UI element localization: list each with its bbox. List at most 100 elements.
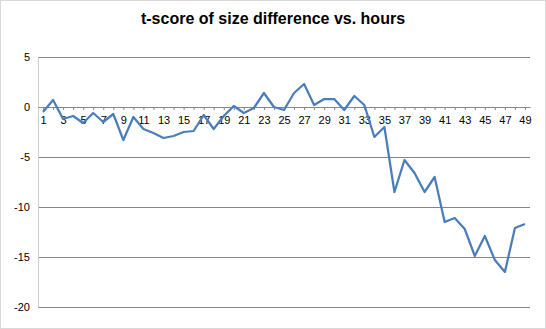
x-tick: 27: [298, 107, 310, 126]
x-tick: 13: [158, 107, 170, 126]
x-tick: 23: [258, 107, 270, 126]
x-tick-mark: [164, 107, 165, 110]
x-tick-mark: [465, 107, 466, 110]
x-tick-label: 49: [519, 114, 531, 126]
y-tick: -15: [14, 251, 38, 263]
x-tick-mark: [485, 107, 486, 110]
x-tick: [53, 107, 54, 110]
y-tick: -5: [20, 151, 38, 163]
x-tick: 47: [499, 107, 511, 126]
x-tick: [374, 107, 375, 110]
grid-line: [38, 57, 530, 58]
y-axis-line: [38, 58, 39, 308]
x-tick-label: 35: [379, 114, 391, 126]
x-tick-mark: [224, 107, 225, 110]
x-tick-label: 9: [121, 114, 127, 126]
x-tick: [153, 107, 154, 110]
x-tick-mark: [103, 107, 104, 110]
x-tick-mark: [143, 107, 144, 110]
x-tick: [133, 107, 134, 110]
x-tick-mark: [425, 107, 426, 110]
y-tick-label: 5: [24, 51, 30, 63]
x-tick-mark: [133, 107, 134, 110]
grid-line: [38, 307, 530, 308]
x-tick-mark: [83, 107, 84, 110]
x-tick-mark: [515, 107, 516, 110]
x-tick-mark: [204, 107, 205, 110]
x-tick-label: 29: [319, 114, 331, 126]
x-tick-mark: [214, 107, 215, 110]
x-tick: 29: [319, 107, 331, 126]
x-tick-mark: [445, 107, 446, 110]
y-tick: -10: [14, 201, 38, 213]
x-tick-mark: [153, 107, 154, 110]
x-tick: [415, 107, 416, 110]
x-tick-mark: [184, 107, 185, 110]
x-tick-mark: [334, 107, 335, 110]
x-tick-label: 13: [158, 114, 170, 126]
x-tick-label: 31: [339, 114, 351, 126]
x-tick-mark: [264, 107, 265, 110]
x-tick: [174, 107, 175, 110]
y-tick-label: 0: [24, 101, 30, 113]
x-tick: 49: [519, 107, 531, 126]
x-tick-mark: [394, 107, 395, 110]
chart: t-score of size difference vs. hours -20 -…: [0, 0, 546, 329]
grid-line: [38, 207, 530, 208]
y-tick-label: -15: [14, 251, 30, 263]
x-tick-label: 1: [40, 114, 46, 126]
x-tick: [214, 107, 215, 110]
series-line: [43, 84, 525, 272]
x-tick-mark: [455, 107, 456, 110]
x-tick: [314, 107, 315, 110]
grid-line: [38, 257, 530, 258]
x-tick-mark: [194, 107, 195, 110]
x-tick: 37: [399, 107, 411, 126]
x-tick-label: 15: [178, 114, 190, 126]
x-tick: 39: [419, 107, 431, 126]
x-tick: [354, 107, 355, 110]
x-tick-mark: [244, 107, 245, 110]
x-tick-mark: [73, 107, 74, 110]
x-tick-mark: [505, 107, 506, 110]
x-tick-mark: [415, 107, 416, 110]
x-tick: [294, 107, 295, 110]
x-tick: [475, 107, 476, 110]
title: t-score of size difference vs. hours: [141, 10, 405, 27]
x-tick: 35: [379, 107, 391, 126]
x-tick-mark: [475, 107, 476, 110]
x-tick-mark: [314, 107, 315, 110]
x-tick: 15: [178, 107, 190, 126]
y-tick-label: -10: [14, 201, 30, 213]
x-tick: [113, 107, 114, 110]
y-tick-label: -20: [14, 301, 30, 313]
x-tick-label: 23: [258, 114, 270, 126]
x-tick-label: 39: [419, 114, 431, 126]
x-tick-mark: [63, 107, 64, 110]
x-tick-mark: [404, 107, 405, 110]
x-tick-mark: [495, 107, 496, 110]
x-tick: [394, 107, 395, 110]
x-tick-label: 25: [278, 114, 290, 126]
x-tick: 45: [479, 107, 491, 126]
y-tick: 5: [24, 51, 38, 63]
x-tick-mark: [294, 107, 295, 110]
x-tick-mark: [354, 107, 355, 110]
x-tick: 11: [138, 107, 149, 126]
x-tick-label: 27: [298, 114, 310, 126]
x-tick: [455, 107, 456, 110]
x-tick-mark: [374, 107, 375, 110]
x-tick: [515, 107, 516, 110]
x-tick-label: 21: [238, 114, 250, 126]
x-tick-mark: [113, 107, 114, 110]
x-tick-mark: [384, 107, 385, 110]
x-tick-label: 45: [479, 114, 491, 126]
chart-border: [1, 1, 546, 329]
x-tick: 43: [459, 107, 471, 126]
x-tick: [194, 107, 195, 110]
grid: [38, 57, 530, 307]
x-tick: [73, 107, 74, 110]
x-tick: [93, 107, 94, 110]
grid-line: [38, 157, 530, 158]
x-tick-mark: [304, 107, 305, 110]
